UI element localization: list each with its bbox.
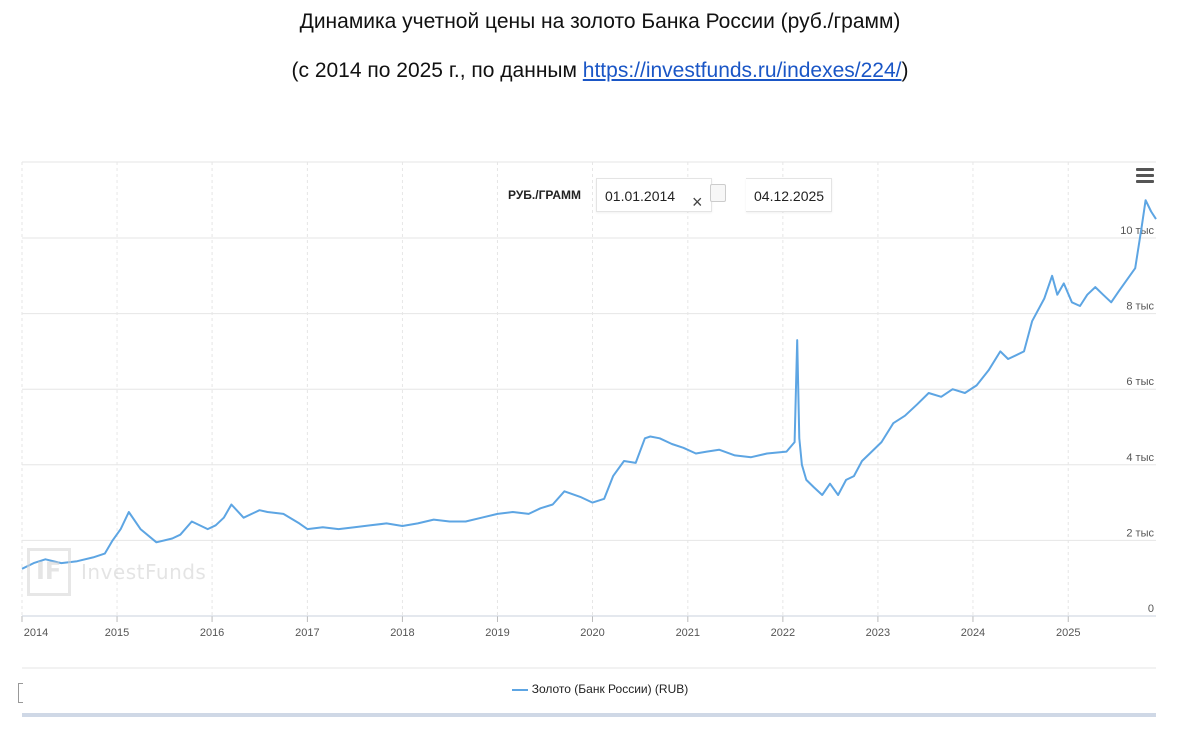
unit-label: РУБ./ГРАММ: [508, 188, 582, 202]
series-line-gold[interactable]: [21, 199, 1157, 570]
watermark: InvestFunds: [27, 548, 206, 596]
x-tick-label: 2021: [676, 627, 700, 639]
x-tick-label: 2019: [485, 627, 509, 639]
chart-subtitle: (с 2014 по 2025 г., по данным https://in…: [0, 59, 1200, 83]
x-tick-label: 2014: [24, 627, 48, 639]
x-tick-label: 2016: [200, 627, 224, 639]
investfunds-logo-icon: [27, 548, 71, 596]
date-to-input[interactable]: 04.12.2025: [746, 178, 832, 212]
series-layer[interactable]: [21, 199, 1157, 570]
axes: 0 2 тыс 4 тыс 6 тыс 8 тыс 10 тыс 2014 2015 2016 2…: [21, 225, 1156, 669]
subtitle-suffix: ): [901, 59, 909, 82]
y-tick-label: 0: [1148, 603, 1154, 615]
x-tick-label: 2022: [771, 627, 795, 639]
y-tick-label: 6 тыс: [1126, 376, 1154, 388]
scrollbar-track[interactable]: [22, 713, 1156, 717]
x-tick-label: 2025: [1056, 627, 1080, 639]
legend-swatch: [511, 688, 528, 691]
y-tick-label: 10 тыс: [1120, 225, 1154, 237]
calendar-icon[interactable]: [710, 184, 726, 202]
source-link[interactable]: https://investfunds.ru/indexes/224/: [582, 59, 902, 82]
chart-title: Динамика учетной цены на золото Банка Ро…: [299, 10, 901, 33]
close-icon[interactable]: ×: [692, 192, 703, 212]
x-tick-label: 2015: [105, 627, 129, 639]
legend-label[interactable]: Золото (Банк России) (RUB): [531, 682, 689, 696]
y-tick-label: 8 тыс: [1126, 301, 1154, 313]
y-tick-label: 2 тыс: [1126, 527, 1154, 539]
x-tick-label: 2024: [961, 627, 985, 639]
subtitle-prefix: (с 2014 по 2025 г., по данным: [291, 59, 583, 82]
watermark-text: InvestFunds: [81, 560, 207, 584]
legend[interactable]: Золото (Банк России) (RUB): [0, 682, 1200, 696]
navigator-handle[interactable]: [18, 683, 23, 703]
date-from-input[interactable]: 01.01.2014: [596, 178, 712, 212]
x-tick-label: 2023: [866, 627, 890, 639]
x-tick-label: 2020: [580, 627, 604, 639]
x-tick-label: 2017: [295, 627, 319, 639]
y-tick-label: 4 тыс: [1126, 452, 1154, 464]
menu-icon[interactable]: [1136, 168, 1154, 184]
x-tick-label: 2018: [390, 627, 414, 639]
